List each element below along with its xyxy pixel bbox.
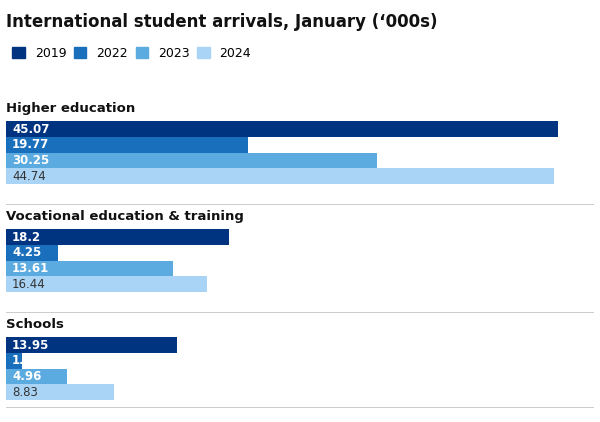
Bar (6, 353, 22, 369)
Bar (6, 276, 208, 292)
Text: 30.25: 30.25 (12, 154, 49, 167)
Bar (6, 261, 173, 276)
Bar (6, 245, 58, 261)
Bar (6, 168, 554, 184)
Text: 18.2: 18.2 (12, 231, 41, 243)
Text: Higher education: Higher education (6, 102, 135, 115)
Text: 4.96: 4.96 (12, 370, 41, 383)
Text: International student arrivals, January (‘000s): International student arrivals, January … (6, 14, 437, 31)
Text: 1.3: 1.3 (12, 354, 33, 367)
Text: 4.25: 4.25 (12, 246, 41, 259)
Text: 44.74: 44.74 (12, 170, 46, 183)
Text: 8.83: 8.83 (12, 386, 38, 399)
Text: 16.44: 16.44 (12, 278, 46, 291)
Bar (6, 121, 558, 137)
Bar (6, 384, 114, 400)
Text: Schools: Schools (6, 318, 64, 331)
Bar (6, 137, 248, 153)
Bar (6, 369, 67, 384)
Bar (6, 153, 377, 168)
Text: 13.61: 13.61 (12, 262, 49, 275)
Text: 45.07: 45.07 (12, 123, 49, 135)
Bar (6, 337, 177, 353)
Text: 19.77: 19.77 (12, 138, 49, 151)
Text: 13.95: 13.95 (12, 338, 49, 352)
Legend: 2019, 2022, 2023, 2024: 2019, 2022, 2023, 2024 (12, 47, 251, 60)
Bar (6, 229, 229, 245)
Text: Vocational education & training: Vocational education & training (6, 210, 244, 223)
